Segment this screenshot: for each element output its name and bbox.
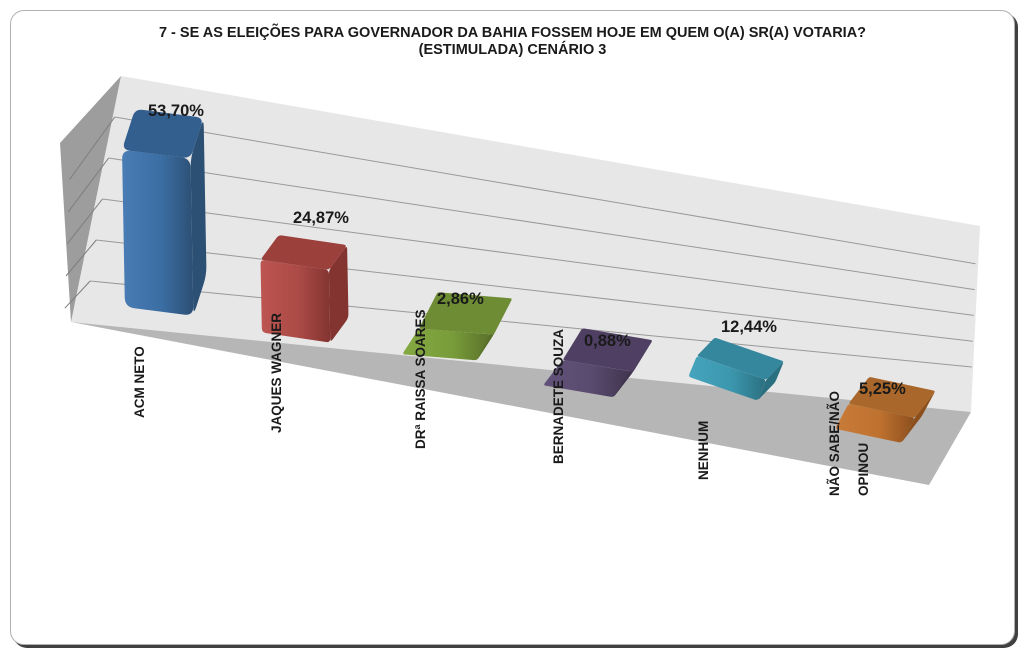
svg-text:5,25%: 5,25% bbox=[859, 380, 906, 398]
svg-text:12,44%: 12,44% bbox=[721, 318, 777, 336]
svg-text:OPINOU: OPINOU bbox=[856, 443, 871, 496]
svg-text:BERNADETE SOUZA: BERNADETE SOUZA bbox=[551, 329, 566, 464]
svg-text:2,86%: 2,86% bbox=[437, 290, 484, 308]
svg-text:0,88%: 0,88% bbox=[584, 332, 631, 350]
svg-text:ACM NETO: ACM NETO bbox=[132, 346, 147, 418]
svg-text:JAQUES WAGNER: JAQUES WAGNER bbox=[269, 313, 284, 433]
svg-text:53,70%: 53,70% bbox=[148, 102, 204, 120]
svg-text:24,87%: 24,87% bbox=[293, 209, 349, 227]
svg-text:NENHUM: NENHUM bbox=[696, 421, 711, 480]
svg-text:DRª RAISSA SOARES: DRª RAISSA SOARES bbox=[413, 309, 428, 449]
svg-text:NÃO SABE/NÃO: NÃO SABE/NÃO bbox=[827, 391, 842, 496]
